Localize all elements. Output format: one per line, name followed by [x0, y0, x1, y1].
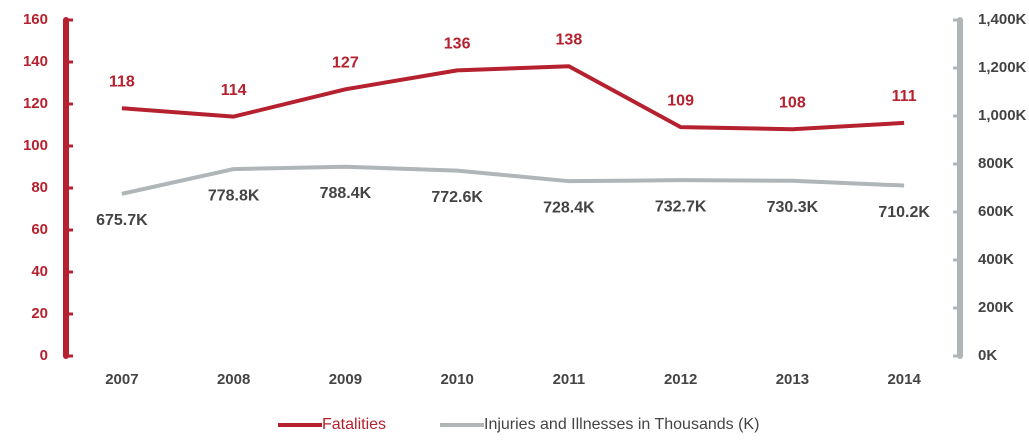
x-tick-label: 2013	[776, 371, 809, 388]
y2-tick-label: 600K	[978, 203, 1014, 220]
data-label: 728.4K	[543, 199, 595, 216]
data-label: 788.4K	[320, 185, 372, 202]
data-label: 772.6K	[431, 189, 483, 206]
x-tick-label: 2011	[553, 371, 586, 388]
data-label: 710.2K	[878, 204, 930, 221]
data-label: 778.8K	[208, 187, 260, 204]
y2-tick-label: 1,000K	[978, 107, 1027, 124]
data-label: 108	[779, 94, 806, 111]
y-tick-label: 40	[31, 263, 48, 280]
data-label: 136	[444, 36, 471, 53]
y2-tick-label: 1,200K	[978, 59, 1027, 76]
y2-tick-label: 400K	[978, 251, 1014, 268]
x-tick-label: 2007	[105, 371, 138, 388]
data-label: 118	[109, 73, 135, 90]
y2-tick-label: 800K	[978, 155, 1014, 172]
x-tick-label: 2009	[329, 371, 362, 388]
y-tick-label: 60	[31, 221, 48, 238]
y-tick-label: 20	[31, 305, 48, 322]
data-label: 127	[332, 55, 359, 72]
legend-label: Injuries and Illnesses in Thousands (K)	[484, 416, 759, 433]
data-label: 111	[892, 88, 917, 105]
y-tick-label: 120	[23, 95, 48, 112]
line-series	[121, 164, 905, 196]
line-series	[121, 64, 905, 132]
y-tick-label: 80	[31, 179, 48, 196]
x-tick-label: 2012	[664, 371, 697, 388]
data-label: 730.3K	[767, 199, 819, 216]
y-tick-label: 160	[23, 11, 48, 28]
x-tick-label: 2008	[217, 371, 250, 388]
data-label: 114	[221, 82, 247, 99]
legend-label: Fatalities	[322, 416, 386, 433]
data-label: 732.7K	[655, 198, 707, 215]
y-tick-label: 0	[40, 347, 48, 364]
x-tick-label: 2014	[887, 371, 921, 388]
data-label: 109	[667, 92, 694, 109]
y2-tick-label: 1,400K	[978, 11, 1027, 28]
y2-tick-label: 200K	[978, 299, 1014, 316]
data-label: 675.7K	[96, 212, 148, 229]
y-tick-label: 140	[23, 53, 48, 70]
x-tick-label: 2010	[440, 371, 473, 388]
y-tick-label: 100	[23, 137, 48, 154]
data-label: 138	[556, 31, 583, 48]
y2-tick-label: 0K	[978, 347, 997, 364]
